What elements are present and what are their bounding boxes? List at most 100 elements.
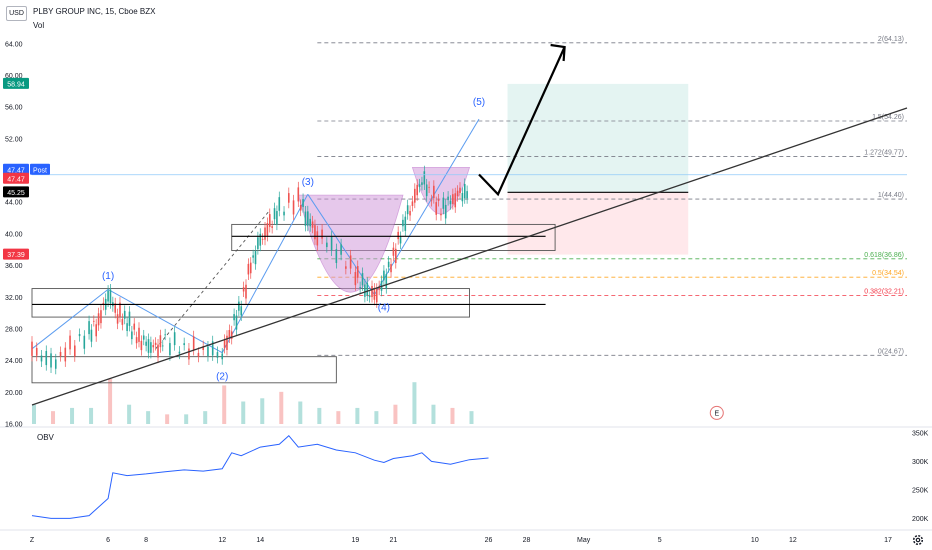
x-axis-tick-label: 6 (106, 537, 110, 544)
candle-body (345, 266, 347, 269)
target-zone (507, 83, 689, 193)
volume-bar (355, 407, 360, 424)
candle-body (314, 225, 316, 240)
volume-bar (431, 404, 436, 424)
candle-body (399, 237, 402, 244)
candle-body (131, 331, 133, 340)
volume-bar (127, 404, 132, 424)
candle-body (394, 248, 397, 264)
y-axis-tick-label: 36.00 (5, 263, 23, 270)
volume-bar (165, 414, 170, 424)
y-axis-tick-label: 52.00 (5, 136, 23, 143)
fib-level-label: 1(44.40) (878, 192, 904, 199)
volume-bar (89, 407, 94, 424)
price-tag-label: 47.47 (7, 167, 25, 174)
candle-body (90, 329, 93, 342)
candle-body (392, 247, 395, 256)
candle-body (316, 231, 319, 246)
candle-body (169, 343, 171, 356)
candle-body (335, 249, 338, 263)
candle-body (157, 344, 159, 358)
candle-body (45, 350, 48, 366)
candle-body (100, 310, 102, 324)
candle-body (271, 226, 273, 228)
candle-body (416, 184, 418, 196)
candle-body (292, 200, 295, 215)
candle-body (456, 190, 459, 197)
candle-body (50, 353, 52, 368)
price-tag-label: 45.25 (7, 190, 25, 197)
candle-body (368, 295, 371, 298)
candle-body (356, 266, 359, 278)
candle-body (119, 302, 121, 317)
candle-body (230, 331, 233, 339)
candle-body (78, 334, 81, 337)
volume-bar (412, 382, 417, 424)
support-box (31, 356, 337, 384)
elliott-wave-label: (4) (378, 303, 390, 314)
candle-body (425, 184, 428, 197)
candle-body (390, 264, 392, 273)
candle-body (326, 242, 328, 248)
x-axis-tick-label: 12 (789, 537, 797, 544)
wave-channel-line (221, 194, 309, 353)
candle-body (102, 302, 105, 305)
candle-body (454, 193, 457, 208)
candle-body (442, 197, 445, 209)
candle-body (69, 335, 71, 350)
y-axis-tick-label: 64.00 (5, 41, 23, 48)
candle-body (264, 227, 266, 240)
candle-body (245, 284, 247, 299)
x-axis-tick-label: 12 (218, 537, 226, 544)
candle-body (192, 336, 195, 350)
trend-line (31, 107, 908, 406)
candle-body (459, 187, 461, 194)
candle-body (254, 251, 257, 265)
candle-body (140, 340, 143, 351)
x-axis-tick-label: 17 (884, 537, 892, 544)
candle-body (259, 233, 262, 246)
candle-body (359, 287, 361, 288)
candle-body (349, 255, 352, 269)
y-axis-tick-label: 28.00 (5, 326, 23, 333)
fib-level-label: 0.618(36.86) (864, 252, 904, 259)
candle-body (123, 310, 126, 319)
candle-body (40, 355, 43, 362)
volume-bar (336, 411, 341, 424)
candle-body (428, 186, 430, 188)
candle-body (307, 211, 309, 226)
currency-button[interactable]: USD (6, 6, 27, 21)
candle-body (88, 321, 90, 335)
price-tag-label: 37.39 (7, 252, 25, 259)
candle-body (257, 237, 259, 250)
fib-level-label: 0.5(34.54) (872, 270, 904, 277)
candle-body (361, 273, 364, 286)
gear-icon[interactable] (911, 533, 925, 547)
candle-body (383, 270, 385, 281)
candle-body (142, 335, 145, 340)
volume-bar (450, 407, 455, 424)
volume-bar (32, 404, 36, 424)
volume-bar (469, 411, 474, 424)
candle-body (161, 345, 164, 347)
candle-body (371, 285, 373, 298)
obv-line (31, 434, 489, 519)
volume-bar (222, 385, 227, 424)
candle-body (93, 320, 95, 322)
candle-body (107, 290, 109, 302)
elliott-wave-label: (3) (302, 177, 314, 188)
candle-body (154, 342, 157, 345)
candle-body (242, 287, 245, 292)
candle-body (159, 335, 162, 348)
earnings-marker-icon (709, 405, 724, 420)
candle-body (406, 205, 409, 215)
candle-body (197, 352, 200, 357)
candle-body (252, 255, 254, 258)
fib-level-label: 0(24.67) (878, 348, 904, 355)
y-axis-tick-label: 32.00 (5, 295, 23, 302)
candle-body (321, 229, 323, 239)
candle-body (449, 200, 452, 205)
fib-level-label: 2(64.13) (878, 36, 904, 43)
candle-body (128, 311, 131, 326)
